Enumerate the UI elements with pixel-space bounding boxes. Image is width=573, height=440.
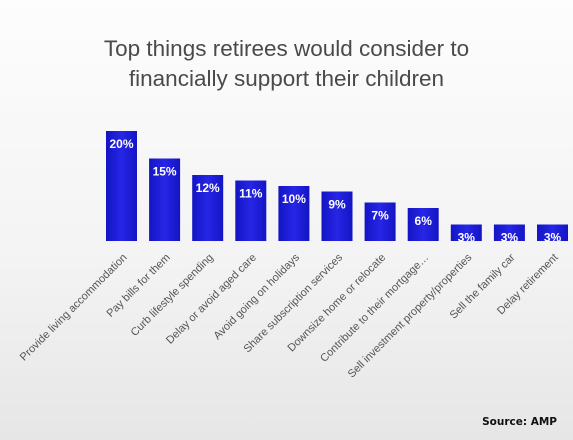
bar-10 <box>493 224 525 241</box>
value-label-2: 15% <box>153 165 177 179</box>
bar-7 <box>364 202 396 241</box>
bar-5 <box>278 186 310 241</box>
value-label-10: 3% <box>501 231 519 245</box>
bar-9 <box>450 224 482 241</box>
bar-8 <box>407 208 439 241</box>
value-label-6: 9% <box>328 198 346 212</box>
value-label-4: 11% <box>239 187 263 201</box>
value-labels-layer: 20% 15% 12% 11% 10% 9% 7% 6% 3% 3% 3% <box>109 137 561 245</box>
category-label-5: Avoid going on holidays <box>212 251 303 342</box>
value-label-3: 12% <box>196 181 220 195</box>
value-label-1: 20% <box>109 137 133 151</box>
bar-2 <box>149 158 181 241</box>
bar-11 <box>537 224 568 241</box>
bar-1 <box>106 131 137 241</box>
source-note: Source: AMP <box>482 416 557 428</box>
chart-title: Top things retirees would consider to fi… <box>0 34 573 94</box>
bar-6 <box>321 191 353 241</box>
chart-title-line-2: financially support their children <box>128 66 445 91</box>
bars-layer <box>106 131 568 241</box>
value-label-11: 3% <box>544 231 562 245</box>
value-label-9: 3% <box>458 231 476 245</box>
bar-3 <box>192 175 224 241</box>
bar-4 <box>235 180 267 241</box>
value-label-5: 10% <box>282 192 306 206</box>
chart-title-line-1: Top things retirees would consider to <box>103 36 470 61</box>
category-label-3: Curb lifestyle spending <box>129 252 216 339</box>
value-label-7: 7% <box>371 209 389 223</box>
value-label-8: 6% <box>415 214 433 228</box>
